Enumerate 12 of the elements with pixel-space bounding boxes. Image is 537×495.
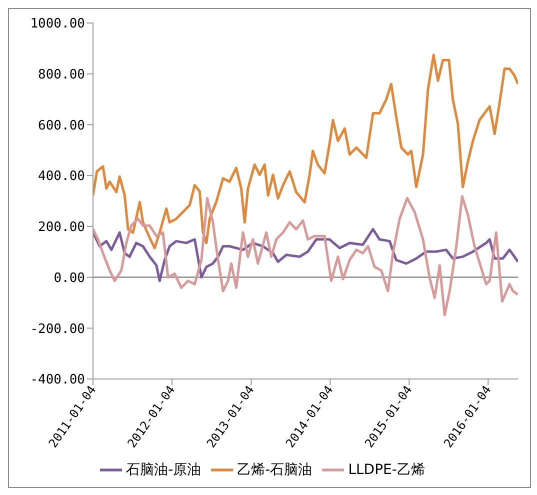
y-tick-label: -400.00 (30, 372, 85, 388)
y-tick-label: -200.00 (30, 322, 85, 337)
y-tick-label: 800.00 (38, 67, 85, 82)
y-tick-label: 200.00 (38, 220, 85, 236)
legend-label: 乙烯-石脑油 (237, 462, 312, 478)
y-tick-label: 400.00 (38, 169, 85, 184)
y-tick-label: 0.00 (54, 270, 85, 286)
legend-label: 石脑油-原油 (126, 462, 202, 478)
legend-label: LLDPE-乙烯 (348, 462, 425, 478)
line-series (93, 54, 518, 250)
y-tick-label: 600.00 (38, 118, 85, 134)
y-tick-label: 1000.00 (30, 16, 85, 32)
